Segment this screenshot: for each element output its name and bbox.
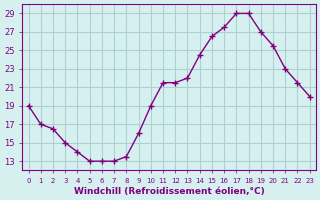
X-axis label: Windchill (Refroidissement éolien,°C): Windchill (Refroidissement éolien,°C) [74,187,265,196]
